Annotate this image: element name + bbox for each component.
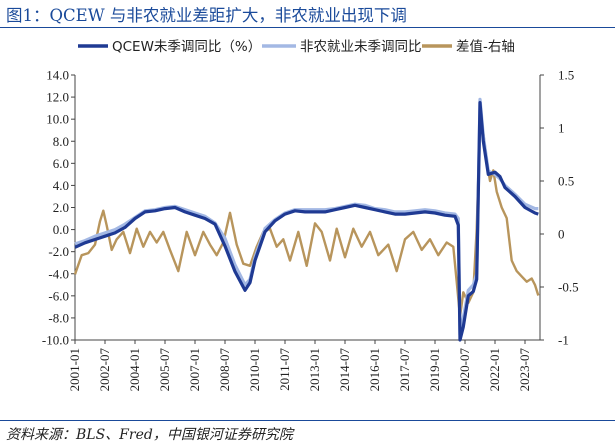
series-line-0 xyxy=(74,101,539,342)
title-rule xyxy=(0,27,615,28)
dual-axis-line-chart: QCEW未季调同比（%） 非农就业未季调同比 差值-右轴 14.012.010.08… xyxy=(42,39,579,392)
x-tick-label: 2016-01 xyxy=(367,348,382,391)
x-tick-label: 2007-01 xyxy=(187,348,202,391)
x-tick-label: 2001-01 xyxy=(67,348,82,391)
figure-title: 图1：QCEW 与非农就业差距扩大，非农就业出现下调 xyxy=(6,6,407,25)
legend-label-2: 差值-右轴 xyxy=(456,39,515,55)
left-tick-label: 4.0 xyxy=(53,178,69,193)
right-tick-label: -1 xyxy=(558,333,569,348)
x-tick-label: 2008-07 xyxy=(217,348,232,392)
left-tick-label: 10.0 xyxy=(46,112,69,127)
left-tick-label: 0.0 xyxy=(53,222,69,237)
legend-label-1: 非农就业未季调同比 xyxy=(300,39,422,55)
left-tick-label: 14.0 xyxy=(46,68,69,83)
x-tick-label: 2019-01 xyxy=(427,348,442,391)
series-layer xyxy=(73,97,540,342)
left-tick-label: -10.0 xyxy=(42,333,69,348)
left-tick-label: -6.0 xyxy=(48,288,69,303)
right-tick-label: 1 xyxy=(558,121,565,136)
left-tick-label: 6.0 xyxy=(53,156,69,171)
source-rule xyxy=(0,420,615,421)
legend: QCEW未季调同比（%） 非农就业未季调同比 差值-右轴 xyxy=(78,39,515,55)
x-tick-label: 2022-01 xyxy=(487,348,502,391)
x-tick-label: 2017-07 xyxy=(397,348,412,392)
left-tick-label: 12.0 xyxy=(46,90,69,105)
right-tick-label: 1.5 xyxy=(558,68,574,83)
figure-source: 资料来源：BLS、Fred，中国银河证券研究院 xyxy=(6,427,293,443)
legend-label-0: QCEW未季调同比（%） xyxy=(112,39,261,55)
left-tick-label: 8.0 xyxy=(53,134,69,149)
x-tick-label: 2023-07 xyxy=(517,348,532,392)
x-tick-label: 2004-01 xyxy=(127,348,142,391)
right-tick-label: 0 xyxy=(558,227,565,242)
left-tick-label: -8.0 xyxy=(48,310,69,325)
x-tick-label: 2014-07 xyxy=(337,348,352,392)
right-tick-label: 0.5 xyxy=(558,174,574,189)
right-tick-label: -0.5 xyxy=(558,280,579,295)
x-tick-label: 2020-07 xyxy=(457,348,472,392)
x-tick-label: 2013-01 xyxy=(307,348,322,391)
x-tick-label: 2010-01 xyxy=(247,348,262,391)
left-tick-label: -4.0 xyxy=(48,266,69,281)
x-tick-label: 2011-07 xyxy=(277,348,292,391)
x-tick-label: 2002-07 xyxy=(97,348,112,392)
left-tick-label: 2.0 xyxy=(53,200,69,215)
axes: 14.0 12.0 10.0 8.0 6.0 4.0 2.0 0.0 -2.0 -4.0 -6.0 -… xyxy=(42,68,579,392)
x-tick-label: 2005-07 xyxy=(157,348,172,392)
left-tick-label: -2.0 xyxy=(48,244,69,259)
